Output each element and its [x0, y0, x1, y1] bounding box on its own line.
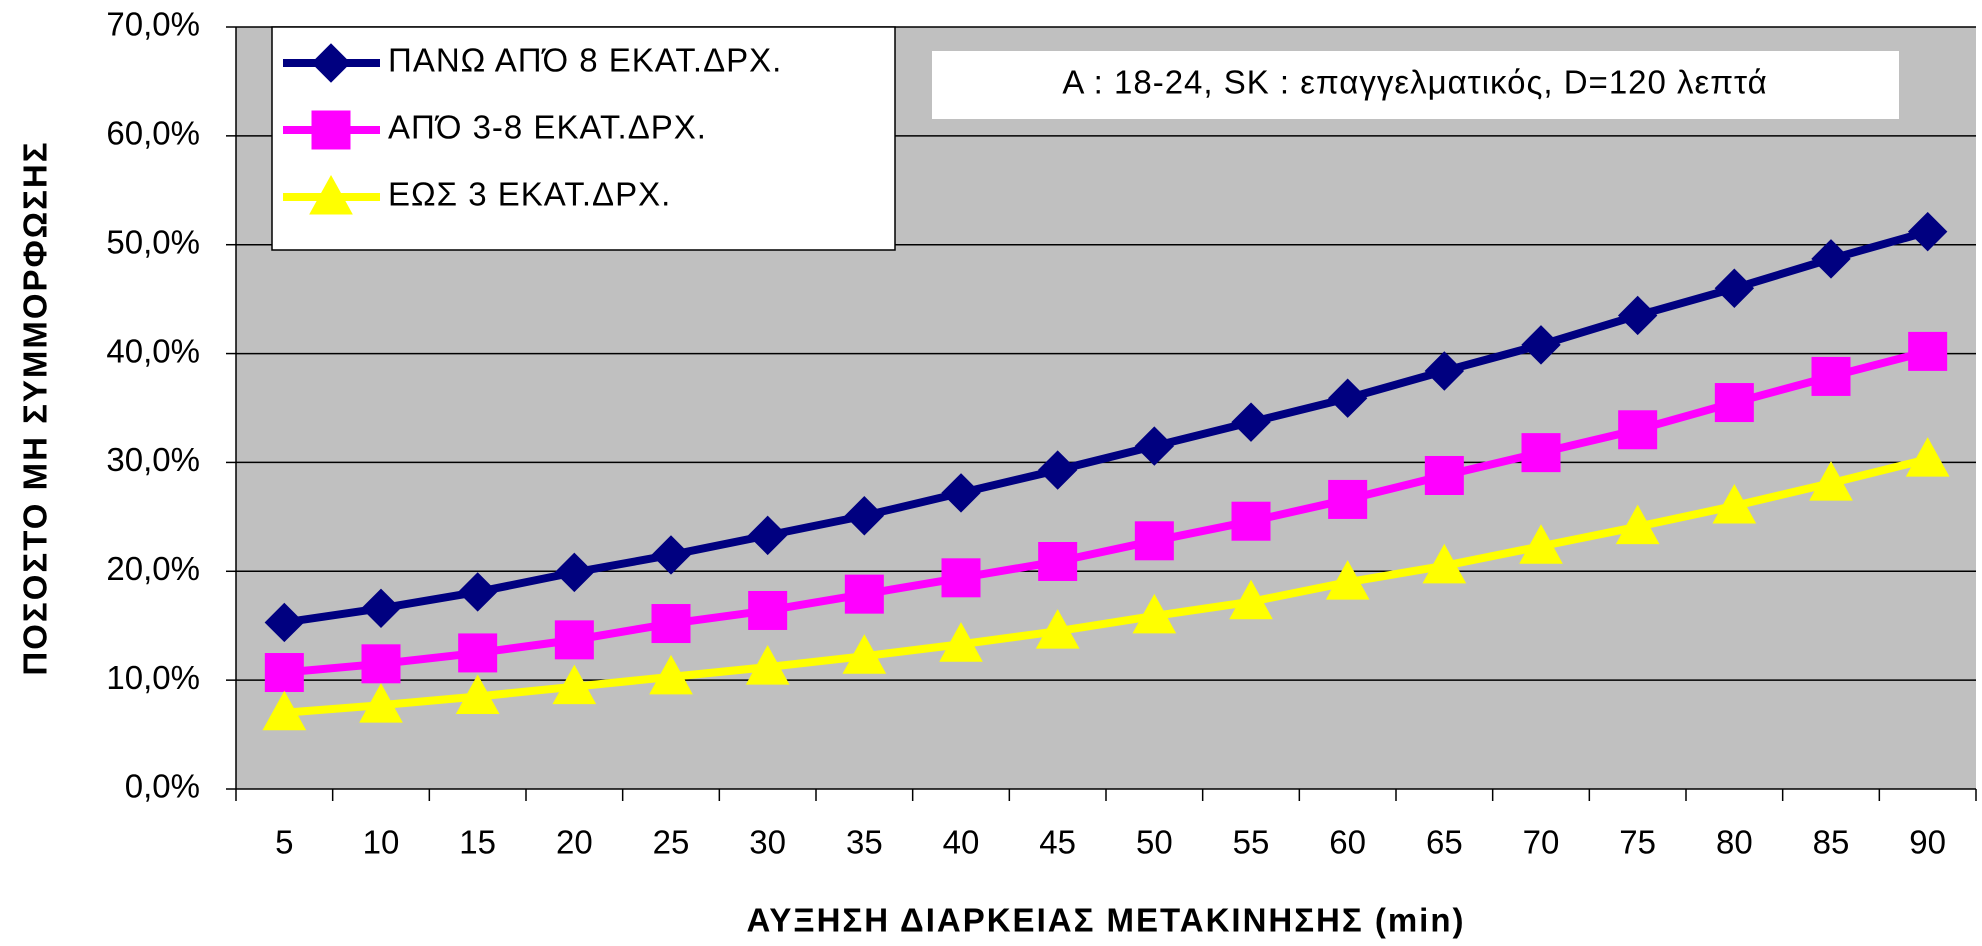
marker — [311, 43, 351, 83]
marker — [1905, 437, 1950, 477]
y-tick-label: 60,0% — [106, 115, 200, 152]
marker — [747, 515, 788, 556]
marker — [1809, 461, 1853, 501]
marker — [1811, 239, 1851, 279]
marker — [1132, 593, 1177, 634]
marker — [1231, 402, 1271, 442]
x-tick-label: 85 — [1813, 824, 1850, 861]
y-axis-label: ΠΟΣΟΣΤΟ ΜΗ ΣΥΜΜΟΡΦΩΣΗΣ — [17, 140, 54, 675]
marker — [1037, 450, 1078, 490]
x-tick-label: 35 — [846, 824, 883, 861]
marker — [844, 496, 885, 536]
marker — [842, 634, 887, 674]
marker — [1035, 609, 1080, 649]
legend-label: ΠΑΝΩ ΑΠΌ 8 ΕΚΑΤ.ΔΡΧ. — [388, 42, 782, 79]
marker — [1424, 351, 1465, 391]
y-tick-label: 0,0% — [125, 768, 200, 805]
x-tick-label: 50 — [1136, 824, 1173, 861]
x-tick-label: 15 — [459, 824, 496, 861]
x-tick-label: 70 — [1523, 824, 1560, 861]
marker — [1521, 433, 1561, 473]
x-tick-label: 5 — [275, 824, 293, 861]
marker — [748, 590, 788, 630]
marker — [1134, 521, 1174, 561]
y-tick-label: 10,0% — [106, 659, 200, 696]
marker — [1714, 383, 1754, 423]
marker — [264, 653, 304, 693]
marker — [1811, 356, 1851, 396]
marker — [1325, 560, 1370, 600]
x-tick-label: 75 — [1619, 824, 1656, 861]
marker — [1712, 483, 1757, 524]
marker — [1231, 501, 1271, 541]
marker — [649, 654, 693, 695]
marker — [309, 174, 353, 215]
annotation-box — [932, 51, 1899, 119]
marker — [1618, 410, 1658, 450]
marker — [1327, 378, 1368, 418]
series-line — [284, 455, 1929, 717]
x-tick-label: 10 — [363, 824, 400, 861]
x-tick-label: 55 — [1233, 824, 1270, 861]
marker — [1519, 524, 1563, 564]
marker — [745, 645, 790, 685]
marker — [455, 674, 500, 714]
y-tick-label: 30,0% — [106, 441, 200, 478]
x-tick-label: 30 — [749, 824, 786, 861]
marker — [361, 644, 401, 684]
y-tick-label: 70,0% — [106, 6, 200, 43]
marker — [651, 604, 691, 644]
x-tick-label: 40 — [943, 824, 980, 861]
legend-label: ΑΠΌ 3-8 ΕΚΑΤ.ΔΡΧ. — [388, 109, 707, 146]
marker — [458, 633, 498, 673]
marker — [311, 110, 351, 150]
marker — [1907, 211, 1948, 252]
y-tick-label: 20,0% — [106, 550, 200, 587]
marker — [1714, 268, 1755, 308]
marker — [552, 664, 597, 705]
legend-label: ΕΩΣ 3 ΕΚΑΤ.ΔΡΧ. — [388, 176, 671, 213]
x-tick-label: 25 — [653, 824, 690, 861]
marker — [1229, 579, 1273, 620]
marker — [1617, 295, 1658, 336]
x-tick-label: 45 — [1039, 824, 1076, 861]
marker — [457, 572, 498, 612]
annotation: A : 18-24, SK : επαγγελματικός, D=120 λε… — [1062, 64, 1767, 101]
x-tick-label: 60 — [1329, 824, 1366, 861]
marker — [941, 473, 981, 513]
marker — [1908, 331, 1948, 371]
y-tick-label: 50,0% — [106, 223, 200, 260]
marker — [844, 574, 884, 614]
x-axis-label: ΑΥΞΗΣΗ ΔΙΑΡΚΕΙΑΣ ΜΕΤΑΚΙΝΗΣΗΣ (min) — [747, 902, 1466, 939]
marker — [941, 558, 981, 598]
marker — [939, 622, 983, 662]
x-tick-label: 80 — [1716, 824, 1753, 861]
x-tick-label: 20 — [556, 824, 593, 861]
marker — [359, 683, 403, 723]
y-tick-label: 40,0% — [106, 332, 200, 369]
x-tick-label: 65 — [1426, 824, 1463, 861]
marker — [1521, 325, 1561, 365]
marker — [651, 535, 691, 575]
marker — [1134, 426, 1175, 466]
marker — [262, 690, 307, 731]
marker — [554, 620, 594, 660]
x-tick-label: 90 — [1909, 824, 1946, 861]
marker — [1424, 455, 1464, 495]
marker — [1038, 541, 1078, 581]
marker — [1328, 479, 1368, 519]
marker — [361, 588, 401, 629]
marker — [554, 552, 595, 593]
marker — [1422, 543, 1467, 584]
marker — [264, 602, 305, 643]
marker — [1615, 504, 1660, 545]
